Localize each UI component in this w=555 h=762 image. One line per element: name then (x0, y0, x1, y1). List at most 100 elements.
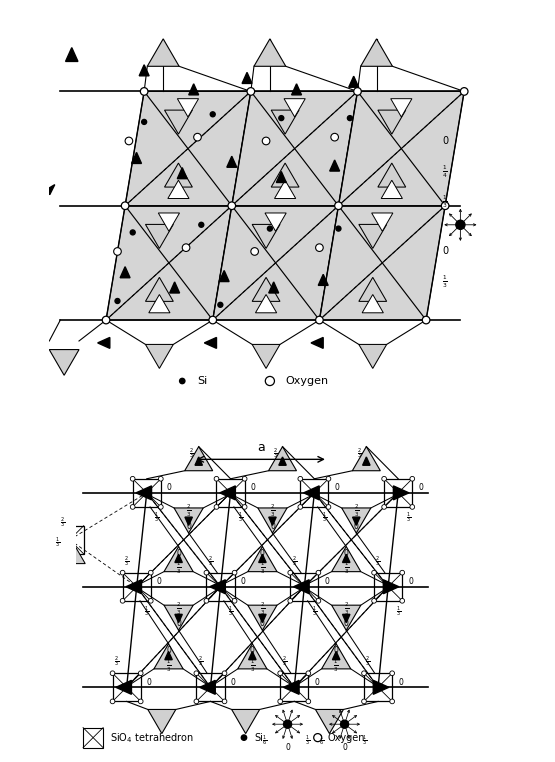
Polygon shape (254, 39, 286, 66)
Text: $\frac{1}{3}$: $\frac{1}{3}$ (238, 511, 243, 525)
Text: SiO$_4$ tetrahedron: SiO$_4$ tetrahedron (110, 731, 194, 744)
Polygon shape (47, 184, 55, 195)
Polygon shape (164, 605, 193, 630)
Bar (364, 674, 392, 701)
Polygon shape (291, 84, 301, 94)
Circle shape (316, 570, 321, 575)
Text: a: a (257, 441, 265, 454)
Text: $\frac{1}{3}$: $\frac{1}{3}$ (442, 274, 448, 290)
Polygon shape (170, 282, 180, 293)
Polygon shape (126, 580, 142, 594)
Polygon shape (318, 274, 328, 286)
Polygon shape (352, 447, 380, 471)
Text: $\frac{2}{3}$: $\frac{2}{3}$ (124, 555, 129, 568)
Circle shape (228, 202, 235, 210)
Text: 0: 0 (157, 577, 162, 586)
Text: 0: 0 (324, 577, 329, 586)
Text: 0: 0 (354, 522, 359, 531)
Polygon shape (332, 605, 361, 630)
Circle shape (400, 598, 405, 604)
Text: $\frac{1}{3}$: $\frac{1}{3}$ (396, 605, 401, 619)
Text: $\frac{2}{3}$: $\frac{2}{3}$ (273, 447, 279, 462)
Polygon shape (227, 156, 237, 168)
Polygon shape (271, 163, 299, 187)
Text: $\frac{1}{3}$: $\frac{1}{3}$ (144, 605, 149, 619)
Circle shape (362, 671, 366, 676)
Polygon shape (269, 282, 279, 293)
Polygon shape (185, 517, 193, 525)
Polygon shape (164, 163, 193, 187)
Polygon shape (255, 295, 277, 312)
Circle shape (336, 226, 341, 231)
Circle shape (354, 88, 361, 95)
Bar (123, 573, 151, 600)
Polygon shape (164, 546, 193, 572)
Text: $\frac{2}{3}$: $\frac{2}{3}$ (189, 447, 195, 462)
Polygon shape (249, 652, 256, 660)
Circle shape (180, 379, 185, 383)
Circle shape (326, 504, 331, 509)
Circle shape (182, 244, 190, 251)
Circle shape (209, 316, 216, 324)
Circle shape (232, 570, 237, 575)
Polygon shape (220, 486, 235, 500)
Polygon shape (342, 614, 350, 623)
Text: 0: 0 (176, 619, 181, 628)
Circle shape (194, 671, 199, 676)
Circle shape (316, 244, 323, 251)
Circle shape (199, 223, 204, 227)
Polygon shape (185, 447, 213, 471)
Bar (290, 573, 319, 600)
Circle shape (326, 476, 331, 481)
Polygon shape (378, 110, 406, 134)
Circle shape (410, 476, 415, 481)
Circle shape (120, 598, 125, 604)
Bar (56, 526, 84, 554)
Polygon shape (372, 213, 393, 232)
Circle shape (341, 720, 349, 728)
Polygon shape (269, 517, 276, 525)
Polygon shape (60, 543, 85, 564)
Text: $\frac{1}{3}$: $\frac{1}{3}$ (334, 658, 339, 674)
Polygon shape (148, 709, 176, 734)
Circle shape (288, 598, 292, 604)
Circle shape (456, 220, 465, 229)
Polygon shape (248, 546, 277, 572)
Polygon shape (168, 180, 189, 198)
Circle shape (410, 504, 415, 509)
Circle shape (372, 598, 376, 604)
Polygon shape (242, 72, 252, 83)
Bar (216, 479, 245, 507)
Polygon shape (132, 152, 142, 163)
Circle shape (268, 226, 273, 231)
Circle shape (278, 699, 282, 704)
Polygon shape (320, 206, 445, 320)
Polygon shape (258, 508, 287, 533)
Text: $\frac{2}{3}$: $\frac{2}{3}$ (281, 655, 287, 669)
Text: •: • (179, 376, 185, 386)
Circle shape (382, 476, 386, 481)
Circle shape (159, 476, 163, 481)
Circle shape (441, 202, 449, 210)
Polygon shape (342, 554, 350, 562)
Circle shape (422, 316, 430, 324)
Circle shape (102, 316, 110, 324)
Text: 0: 0 (176, 549, 181, 558)
Polygon shape (178, 98, 199, 117)
Text: $\frac{2}{3}$: $\frac{2}{3}$ (270, 503, 275, 520)
Circle shape (138, 671, 143, 676)
Circle shape (278, 671, 282, 676)
Text: $\frac{2}{3}$: $\frac{2}{3}$ (357, 447, 362, 462)
Polygon shape (271, 110, 299, 134)
Text: $\frac{2}{3}$: $\frac{2}{3}$ (354, 503, 359, 520)
Polygon shape (106, 206, 232, 320)
Polygon shape (175, 614, 182, 623)
Text: 0: 0 (335, 483, 339, 492)
Polygon shape (349, 76, 359, 88)
Polygon shape (315, 709, 344, 734)
Text: Oxygen: Oxygen (285, 376, 328, 386)
Polygon shape (231, 709, 260, 734)
Bar (374, 573, 402, 600)
Polygon shape (158, 213, 179, 232)
Text: Si: Si (198, 376, 208, 386)
